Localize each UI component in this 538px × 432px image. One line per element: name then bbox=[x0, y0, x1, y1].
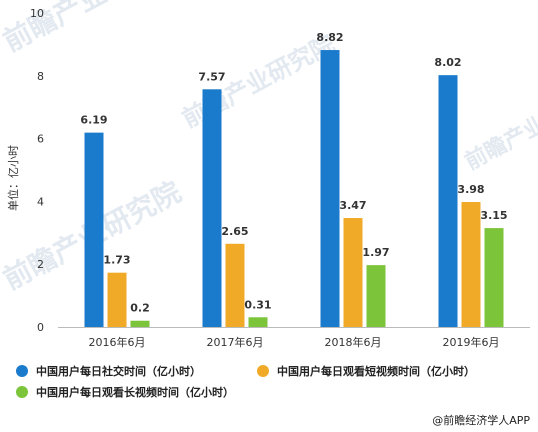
data-label: 0.2 bbox=[130, 302, 150, 315]
y-tick-label: 0 bbox=[37, 321, 44, 334]
legend: 中国用户每日社交时间（亿小时） 中国用户每日观看短视频时间（亿小时） 中国用户每日观… bbox=[16, 364, 475, 399]
data-label: 8.02 bbox=[434, 56, 461, 69]
watermark-text: 前瞻产业研究院 bbox=[461, 80, 538, 175]
data-label: 1.97 bbox=[362, 246, 389, 259]
watermark-text: 前瞻产业研究院 bbox=[0, 0, 186, 58]
bar bbox=[202, 89, 222, 327]
bar bbox=[84, 132, 104, 327]
legend-label: 中国用户每日社交时间（亿小时） bbox=[36, 364, 201, 378]
data-label: 0.31 bbox=[244, 298, 271, 311]
data-label: 6.19 bbox=[80, 114, 107, 127]
data-label: 1.73 bbox=[103, 254, 130, 267]
bar bbox=[461, 202, 481, 327]
data-label: 3.98 bbox=[457, 183, 484, 196]
source-credit: @前瞻经济学人APP bbox=[432, 413, 530, 427]
legend-label: 中国用户每日观看长视频时间（亿小时） bbox=[36, 385, 234, 399]
bar bbox=[343, 218, 363, 327]
legend-marker bbox=[257, 365, 269, 377]
y-tick-label: 8 bbox=[37, 70, 44, 83]
y-axis-label: 单位：亿小时 bbox=[6, 145, 20, 211]
legend-label: 中国用户每日观看短视频时间（亿小时） bbox=[277, 364, 475, 378]
bar bbox=[225, 243, 245, 327]
x-tick-label: 2019年6月 bbox=[443, 335, 500, 349]
bar bbox=[107, 272, 127, 327]
bar bbox=[366, 265, 386, 327]
x-tick-label: 2017年6月 bbox=[207, 335, 264, 349]
x-tick-label: 2018年6月 bbox=[325, 335, 382, 349]
legend-marker bbox=[16, 386, 28, 398]
bar bbox=[484, 228, 504, 327]
bar bbox=[438, 75, 458, 327]
legend-marker bbox=[16, 365, 28, 377]
y-tick-label: 2 bbox=[37, 258, 44, 271]
y-tick-label: 6 bbox=[37, 133, 44, 146]
y-tick-label: 4 bbox=[37, 195, 44, 208]
x-tick-label: 2016年6月 bbox=[89, 335, 146, 349]
bar bbox=[320, 50, 340, 327]
data-label: 8.82 bbox=[316, 31, 343, 44]
y-tick-label: 10 bbox=[30, 7, 44, 20]
data-label: 2.65 bbox=[221, 225, 248, 238]
data-labels: 6.19 1.73 0.2 7.57 2.65 0.31 8.82 3.47 1.97 8.02 3… bbox=[80, 31, 507, 315]
bar bbox=[248, 317, 268, 327]
data-label: 3.15 bbox=[480, 209, 507, 222]
bars bbox=[84, 50, 504, 327]
data-label: 7.57 bbox=[198, 70, 225, 83]
data-label: 3.47 bbox=[339, 199, 366, 212]
axes: 0 2 4 6 8 10 2016年6月 2017年6月 2018年6月 2019年6月 bbox=[30, 7, 530, 349]
bar bbox=[130, 320, 150, 327]
